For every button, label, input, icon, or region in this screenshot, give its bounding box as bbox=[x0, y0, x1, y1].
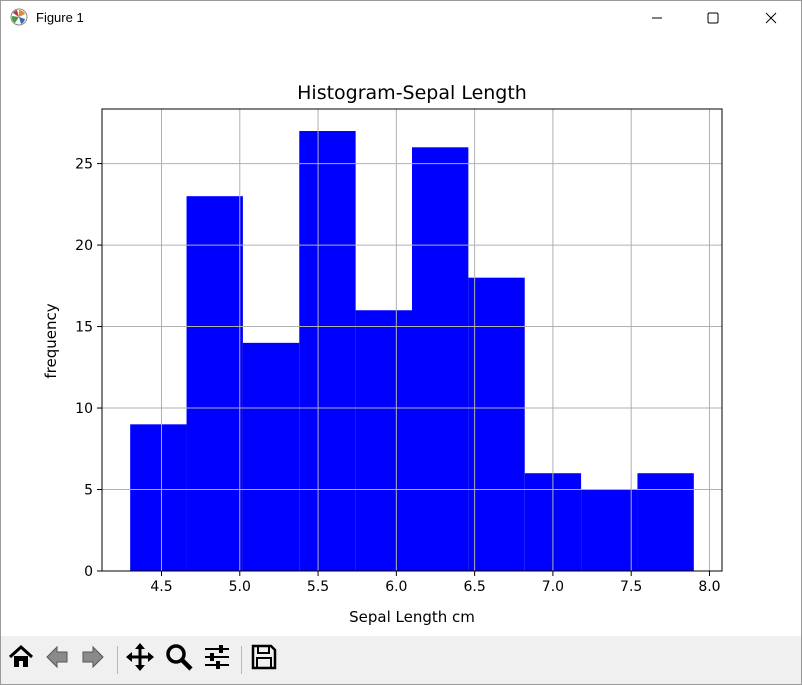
x-tick-label: 7.0 bbox=[542, 579, 564, 595]
zoom-magnifier-icon bbox=[164, 642, 194, 676]
zoom-button[interactable] bbox=[162, 642, 196, 676]
toolbar-separator bbox=[117, 646, 118, 674]
x-tick-label: 5.0 bbox=[229, 579, 251, 595]
home-button[interactable] bbox=[4, 642, 38, 676]
axes-frame bbox=[101, 108, 723, 572]
histogram-bar bbox=[355, 310, 412, 571]
histogram-bar bbox=[186, 196, 243, 571]
close-icon bbox=[765, 12, 777, 24]
subplots-sliders-icon bbox=[202, 642, 232, 676]
y-tick-label: 25 bbox=[75, 157, 93, 173]
x-axis-label: Sepal Length cm bbox=[349, 608, 475, 626]
y-tick-label: 0 bbox=[84, 564, 93, 580]
x-tick-label: 5.5 bbox=[307, 579, 329, 595]
maximize-button[interactable] bbox=[685, 1, 741, 35]
minimize-icon bbox=[651, 12, 663, 24]
histogram-bars bbox=[130, 131, 694, 571]
histogram-bar bbox=[637, 473, 694, 571]
axes bbox=[97, 108, 723, 576]
back-arrow-icon bbox=[43, 643, 71, 675]
figure-canvas[interactable]: Histogram-Sepal Length 4.5 5.0 5.5 6.0 6.5 7.… bbox=[1, 35, 801, 636]
chart-title: Histogram-Sepal Length bbox=[297, 82, 527, 104]
save-button[interactable] bbox=[247, 642, 281, 676]
y-tick-label: 5 bbox=[84, 483, 93, 499]
forward-arrow-icon bbox=[79, 643, 107, 675]
window-title: Figure 1 bbox=[36, 10, 84, 25]
y-axis-label: frequency bbox=[42, 303, 60, 378]
home-icon bbox=[7, 643, 35, 675]
navigation-toolbar bbox=[1, 636, 801, 684]
forward-button[interactable] bbox=[76, 642, 110, 676]
histogram-bar bbox=[581, 489, 638, 571]
y-tick-label: 10 bbox=[75, 401, 93, 417]
x-tick-label: 7.5 bbox=[620, 579, 642, 595]
x-tick-label: 6.0 bbox=[385, 579, 407, 595]
histogram-bar bbox=[242, 342, 300, 571]
pan-button[interactable] bbox=[123, 642, 157, 676]
y-tick-label: 15 bbox=[75, 320, 93, 336]
minimize-button[interactable] bbox=[629, 1, 685, 35]
close-button[interactable] bbox=[743, 1, 799, 35]
title-bar[interactable]: Figure 1 bbox=[1, 1, 801, 35]
x-tick-label: 6.5 bbox=[463, 579, 485, 595]
x-tick-label: 4.5 bbox=[150, 579, 172, 595]
x-tick-label: 8.0 bbox=[698, 579, 720, 595]
histogram-bar bbox=[412, 147, 469, 571]
histogram-chart: Histogram-Sepal Length 4.5 5.0 5.5 6.0 6.5 7.… bbox=[42, 82, 723, 626]
back-button[interactable] bbox=[40, 642, 74, 676]
histogram-bar bbox=[299, 131, 356, 571]
toolbar-separator bbox=[241, 646, 242, 674]
matplotlib-logo-icon bbox=[10, 8, 28, 26]
pan-move-icon bbox=[125, 642, 155, 676]
histogram-bar bbox=[130, 424, 187, 571]
tick-labels: 4.5 5.0 5.5 6.0 6.5 7.0 7.5 8.0 0 5 10 15 20 25 bbox=[75, 157, 720, 595]
y-tick-label: 20 bbox=[75, 238, 93, 254]
configure-subplots-button[interactable] bbox=[200, 642, 234, 676]
save-floppy-icon bbox=[250, 643, 278, 675]
maximize-icon bbox=[707, 12, 719, 24]
histogram-bar bbox=[468, 277, 525, 571]
